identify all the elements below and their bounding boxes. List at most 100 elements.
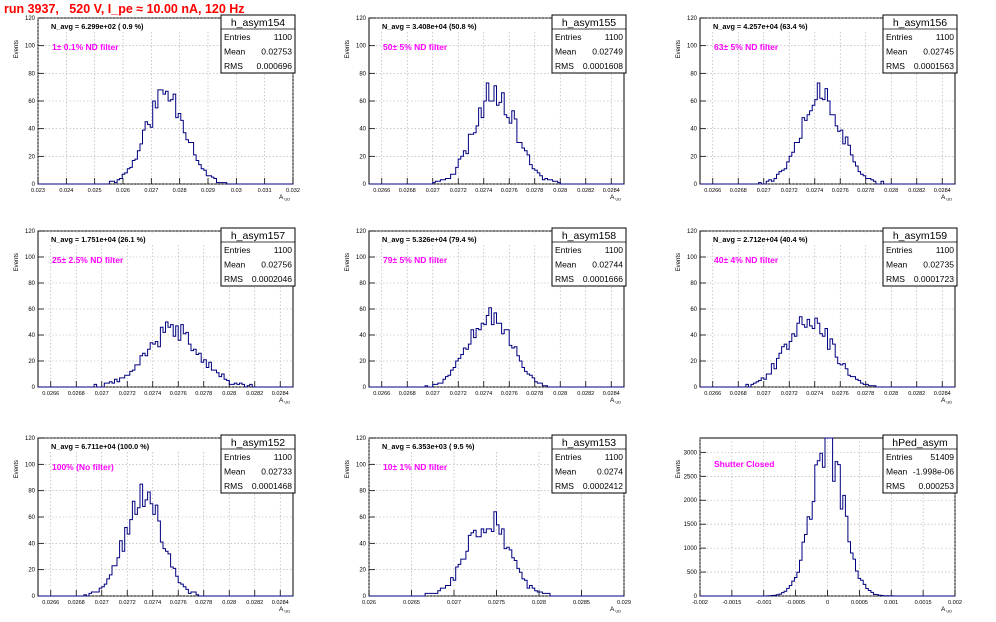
- filter-label: 79± 5% ND filter: [383, 255, 448, 265]
- x-tick-label: 0.0274: [144, 391, 161, 397]
- y-tick-label: 80: [690, 281, 697, 287]
- stats-entries-label: Entries: [886, 245, 912, 255]
- stats-rms-label: RMS: [224, 481, 243, 491]
- y-axis-title: Events: [14, 40, 20, 58]
- x-tick-label: 0.0276: [832, 391, 849, 397]
- stats-rms-label: RMS: [555, 61, 574, 71]
- y-tick-label: 20: [690, 359, 697, 365]
- x-tick-label: 0.0274: [806, 391, 823, 397]
- stats-rms-label: RMS: [224, 61, 243, 71]
- histogram-name: hPed_asym: [892, 437, 948, 449]
- x-tick-label: 0.027: [95, 391, 109, 397]
- y-tick-label: 40: [28, 333, 35, 339]
- y-tick-label: 0: [694, 594, 698, 600]
- x-axis-title: AUD: [941, 194, 952, 202]
- navg-label: N_avg = 6.353e+03 ( 9.5 %): [382, 442, 475, 451]
- y-tick-label: 80: [28, 489, 35, 495]
- histogram-line: [700, 82, 955, 185]
- y-tick-label: 20: [359, 359, 366, 365]
- stats-mean-value: 0.02735: [923, 260, 954, 270]
- y-tick-label: 40: [28, 127, 35, 133]
- x-tick-label: 0.0276: [501, 188, 518, 194]
- stats-rms-label: RMS: [555, 274, 574, 284]
- navg-label: N_avg = 3.408e+04 (50.8 %): [382, 22, 477, 31]
- histogram-panel-h_asym152: 0 20 40 60 80 100 120 0.0266 0.0268 0.027 0.0272 0.…: [14, 434, 296, 614]
- stats-box: [551, 14, 627, 74]
- x-tick-label: 0.0284: [272, 600, 289, 606]
- stats-rms-value: 0.0001666: [583, 274, 623, 284]
- histogram-panel-h_asym156: 0 20 40 60 80 100 120 0.0266 0.0268 0.027 0.0272 0.…: [676, 14, 958, 202]
- stats-rms-value: 0.0002412: [583, 481, 623, 491]
- x-tick-label: 0.0285: [573, 600, 590, 606]
- x-tick-label: 0.027: [426, 188, 440, 194]
- navg-label: N_avg = 2.712e+04 (40.4 %): [713, 235, 808, 244]
- y-tick-label: 120: [25, 436, 36, 442]
- stats-mean-label: Mean: [886, 467, 908, 477]
- x-tick-label: 0.0272: [119, 600, 136, 606]
- x-tick-label: 0.0284: [272, 391, 289, 397]
- x-tick-label: 0.0268: [399, 391, 416, 397]
- y-tick-label: 2500: [684, 474, 698, 480]
- x-tick-label: 0.0266: [373, 391, 390, 397]
- y-axis-title: Events: [345, 460, 351, 478]
- filter-label: 10± 1% ND filter: [383, 462, 448, 472]
- stats-entries-label: Entries: [224, 452, 250, 462]
- filter-label: 1± 0.1% ND filter: [52, 42, 119, 52]
- stats-entries-value: 1100: [605, 32, 624, 42]
- y-tick-label: 60: [28, 307, 35, 313]
- x-tick-label: 0.0278: [857, 188, 874, 194]
- x-tick-label: 0.027: [144, 188, 158, 194]
- y-tick-label: 0: [694, 385, 698, 391]
- x-tick-label: 0.027: [757, 188, 771, 194]
- y-tick-label: 100: [356, 255, 367, 261]
- stats-mean-value: 0.02753: [261, 47, 292, 57]
- x-tick-label: 0.0015: [915, 600, 932, 606]
- x-tick-label: 0: [826, 600, 829, 606]
- y-tick-label: 1500: [684, 522, 698, 528]
- x-tick-label: 0.026: [362, 600, 376, 606]
- x-tick-label: 0.027: [95, 600, 109, 606]
- stats-entries-value: 1100: [936, 245, 955, 255]
- x-tick-label: 0.0268: [730, 188, 747, 194]
- y-axis-title: Events: [14, 253, 20, 271]
- stats-entries-value: 1100: [274, 452, 293, 462]
- stats-mean-label: Mean: [555, 260, 577, 270]
- histogram-name: h_asym154: [231, 17, 285, 29]
- y-axis-title: Events: [676, 40, 682, 58]
- y-tick-label: 60: [359, 99, 366, 105]
- navg-label: N_avg = 5.326e+04 (79.4 %): [382, 235, 477, 244]
- y-axis-title: Events: [676, 460, 682, 478]
- x-axis-title: AUD: [941, 397, 952, 405]
- histogram-name: h_asym153: [562, 437, 616, 449]
- y-tick-label: 0: [32, 594, 36, 600]
- y-axis-title: Events: [345, 40, 351, 58]
- x-tick-label: 0.0282: [246, 391, 263, 397]
- y-tick-label: 20: [690, 154, 697, 160]
- y-tick-label: 0: [32, 182, 36, 188]
- stats-box: [882, 14, 958, 74]
- x-tick-label: 0.0276: [170, 600, 187, 606]
- x-tick-label: 0.0278: [526, 391, 543, 397]
- y-tick-label: 80: [359, 71, 366, 77]
- x-tick-label: -0.002: [692, 600, 708, 606]
- histogram-panel-h_asym158: 0 20 40 60 80 100 120 0.0266 0.0268 0.027 0.0272 0.…: [345, 227, 627, 405]
- y-tick-label: 60: [690, 307, 697, 313]
- y-tick-label: 60: [28, 515, 35, 521]
- x-tick-label: 0.028: [553, 391, 567, 397]
- x-tick-label: 0.0266: [373, 188, 390, 194]
- x-tick-label: 0.028: [222, 391, 236, 397]
- x-tick-label: 0.029: [617, 600, 631, 606]
- stats-mean-value: -1.998e-06: [913, 467, 954, 477]
- y-tick-label: 2000: [684, 498, 698, 504]
- y-tick-label: 120: [356, 229, 367, 235]
- x-tick-label: 0.0272: [119, 391, 136, 397]
- histogram-panel-h_asym153: 0 20 40 60 80 100 120 0.026 0.0265 0.027 0.0275 0.0…: [345, 434, 631, 614]
- histogram-line: [369, 307, 624, 388]
- x-tick-label: 0.027: [757, 391, 771, 397]
- x-tick-label: 0.001: [884, 600, 898, 606]
- stats-box: [220, 434, 296, 494]
- y-tick-label: 20: [359, 568, 366, 574]
- stats-rms-value: 0.0001608: [583, 61, 623, 71]
- x-tick-label: 0.0276: [501, 391, 518, 397]
- x-tick-label: 0.0282: [246, 600, 263, 606]
